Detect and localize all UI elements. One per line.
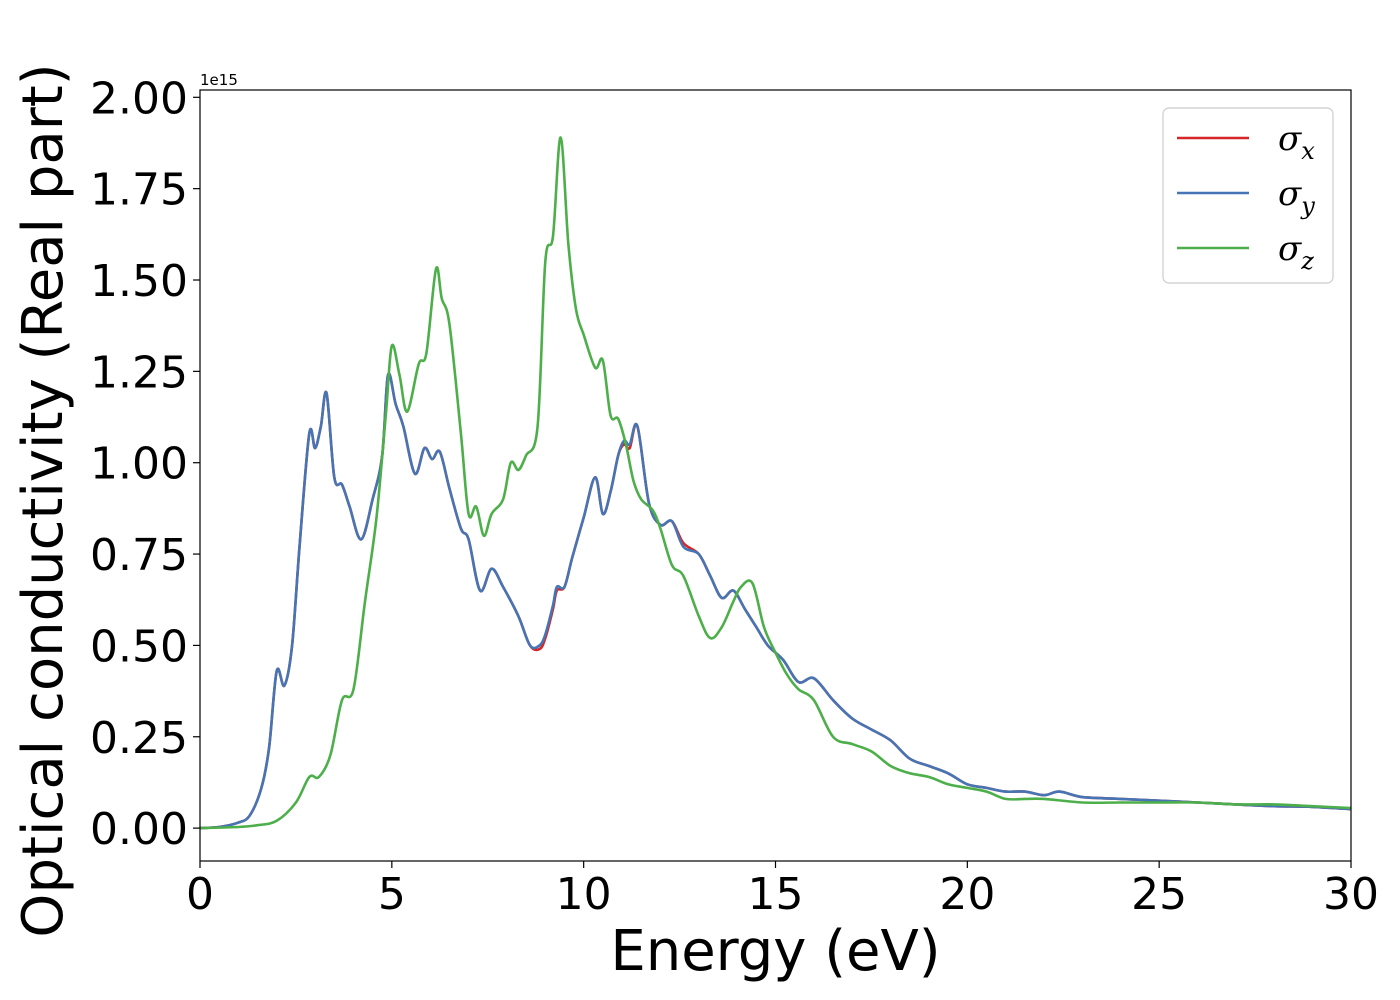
y-tick-label: 1.00: [90, 439, 188, 490]
legend-box: [1162, 107, 1334, 284]
y-tick-label: 1.50: [90, 256, 188, 307]
series-line-3: [200, 136, 1351, 830]
x-tick-label: 15: [748, 869, 804, 920]
series-line-1: [200, 372, 1351, 830]
y-tick-label: 0.50: [90, 621, 188, 672]
y-axis-label: Optical conductivity (Real part): [11, 63, 76, 937]
y-tick-label: 1.75: [90, 165, 188, 216]
y-offset-label: 1e15: [200, 71, 238, 89]
x-tick-label: 20: [939, 869, 995, 920]
y-tick-label: 1.25: [90, 347, 188, 398]
x-axis-label: Energy (eV): [610, 919, 940, 984]
legend-entry: σx: [1278, 119, 1315, 165]
y-tick-label: 0.75: [90, 530, 188, 581]
series-line-2: [200, 372, 1351, 830]
y-tick-label: 0.00: [90, 804, 188, 855]
legend: σx σy σz: [1162, 107, 1334, 284]
legend-entry: σz: [1278, 229, 1314, 275]
x-tick-label: 0: [186, 869, 214, 920]
plot-lines: [200, 136, 1351, 830]
y-tick-label: 2.00: [90, 73, 188, 124]
x-axis: 0 5 10 15 20 25 30: [186, 861, 1379, 920]
y-axis: 0.00 0.25 0.50 0.75 1.00 1.25 1.50 1.75 2.00: [90, 73, 200, 855]
y-tick-label: 0.25: [90, 713, 188, 764]
x-tick-label: 5: [378, 869, 406, 920]
legend-entry: σy: [1278, 174, 1315, 220]
x-tick-label: 30: [1323, 869, 1379, 920]
x-tick-label: 25: [1131, 869, 1187, 920]
x-tick-label: 10: [556, 869, 612, 920]
